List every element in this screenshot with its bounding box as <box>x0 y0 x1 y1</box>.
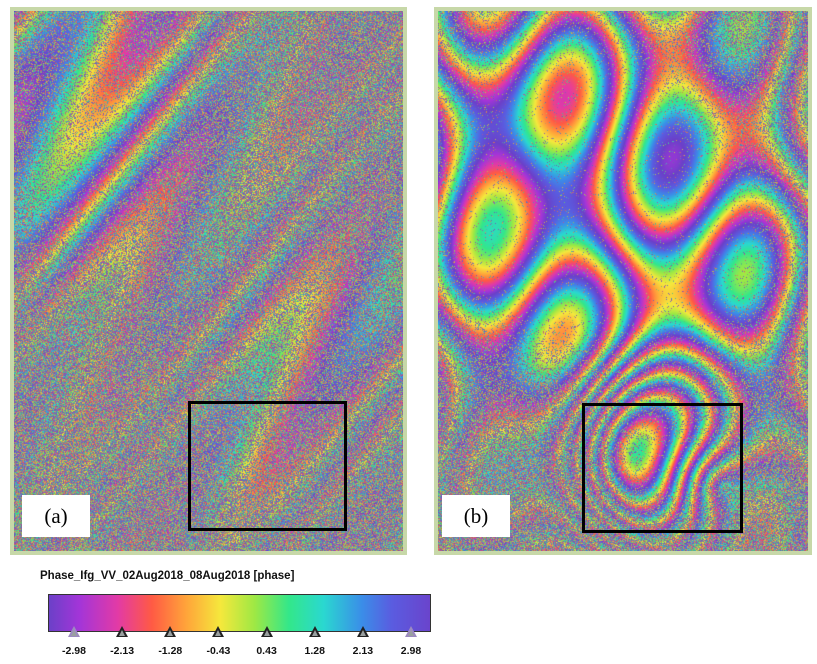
colorbar-title: Phase_Ifg_VV_02Aug2018_08Aug2018 [phase] <box>40 570 295 582</box>
interferogram-panel-b: (b) <box>434 7 812 555</box>
panel-label-a: (a) <box>22 495 90 537</box>
panel-label-b: (b) <box>442 495 510 537</box>
colorbar-tick-label: 2.13 <box>352 645 374 657</box>
colorbar-tick-label: -2.98 <box>62 645 86 657</box>
colorbar-tick-label: -2.13 <box>110 645 135 657</box>
colorbar-tick-label: 0.43 <box>256 645 277 657</box>
interferogram-image-a <box>14 11 403 551</box>
interferogram-panel-a: (a) <box>10 7 407 555</box>
colorbar-tick-label: 2.98 <box>400 645 422 657</box>
colorbar-gradient <box>48 594 431 632</box>
colorbar-tick-label: -1.28 <box>158 645 183 657</box>
region-of-interest-box-a <box>188 401 347 531</box>
region-of-interest-box-b <box>582 403 743 533</box>
interferogram-image-b <box>438 11 808 551</box>
colorbar-tick-label: -0.43 <box>206 645 231 657</box>
phase-colorbar: Phase_Ifg_VV_02Aug2018_08Aug2018 [phase]… <box>36 564 456 662</box>
colorbar-tick-label: 1.28 <box>304 645 325 657</box>
